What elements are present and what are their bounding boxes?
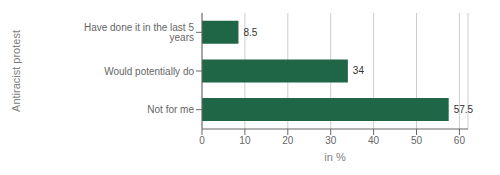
svg-text:20: 20 xyxy=(282,135,294,146)
svg-text:40: 40 xyxy=(368,135,380,146)
svg-text:34: 34 xyxy=(353,65,365,76)
svg-text:30: 30 xyxy=(325,135,337,146)
svg-text:Would potentially do: Would potentially do xyxy=(104,66,194,77)
svg-text:60: 60 xyxy=(454,135,466,146)
svg-text:Have done it in the last 5year: Have done it in the last 5years xyxy=(84,22,195,43)
svg-text:57.5: 57.5 xyxy=(454,104,474,115)
svg-text:Not for me: Not for me xyxy=(147,104,194,115)
svg-text:10: 10 xyxy=(239,135,251,146)
svg-text:50: 50 xyxy=(411,135,423,146)
svg-text:8.5: 8.5 xyxy=(243,27,257,38)
svg-text:Antiracist protest: Antiracist protest xyxy=(10,30,22,112)
svg-text:in %: in % xyxy=(324,151,346,163)
svg-text:0: 0 xyxy=(199,135,205,146)
